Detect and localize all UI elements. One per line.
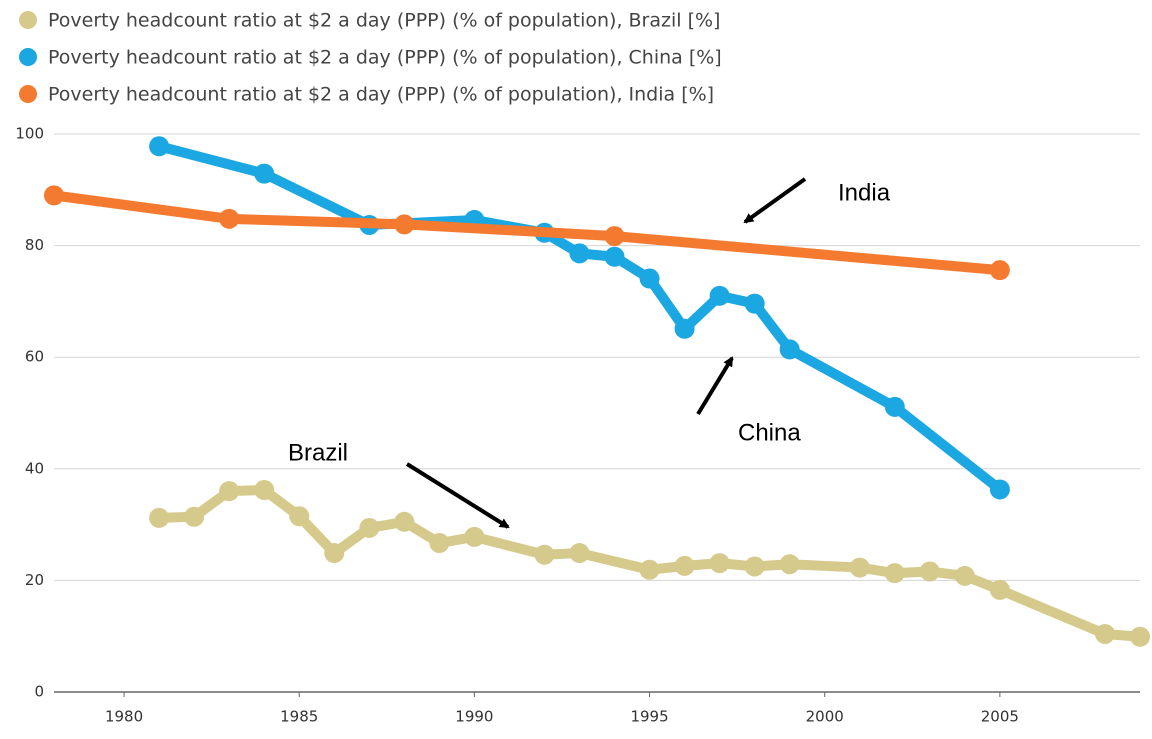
point (604, 246, 625, 267)
point (324, 543, 345, 564)
annotation: Brazil (288, 439, 348, 466)
y-tick-label: 40 (25, 459, 44, 477)
x-tick-label: 1990 (455, 708, 493, 726)
point (149, 136, 170, 157)
y-tick-label: 20 (25, 571, 44, 589)
y-tick-label: 60 (25, 348, 44, 366)
point (639, 268, 660, 289)
point (709, 553, 730, 574)
point (359, 517, 380, 538)
point (779, 554, 800, 575)
point (639, 559, 660, 580)
point (989, 479, 1010, 500)
point (44, 185, 64, 206)
point (394, 214, 415, 235)
point (464, 526, 485, 547)
point (674, 318, 695, 339)
y-tick-label: 80 (25, 236, 44, 254)
point (884, 396, 905, 417)
annotation: China (738, 419, 801, 446)
point (709, 285, 730, 306)
point (429, 533, 450, 554)
point (954, 565, 975, 586)
point (884, 563, 905, 584)
point (394, 511, 415, 532)
point (989, 260, 1010, 281)
legend-label: Poverty headcount ratio at $2 a day (PPP… (48, 47, 722, 69)
point (149, 507, 170, 528)
legend-marker (19, 85, 37, 103)
point (254, 163, 275, 184)
point (569, 243, 590, 264)
series-line (53, 190, 1001, 276)
arrow (743, 177, 807, 224)
x-tick-label: 2005 (981, 708, 1019, 726)
point (604, 226, 625, 247)
point (254, 480, 275, 501)
x-tick-label: 1980 (105, 708, 143, 726)
point (1094, 623, 1115, 644)
x-tick-label: 1985 (280, 708, 318, 726)
legend-label: Poverty headcount ratio at $2 a day (PPP… (48, 84, 714, 106)
y-tick-label: 0 (34, 683, 44, 701)
point (289, 506, 310, 527)
arrow (696, 356, 734, 416)
annotation: India (838, 179, 891, 206)
x-tick-label: 2000 (806, 708, 844, 726)
point (219, 208, 240, 229)
legend-marker (19, 48, 37, 66)
point (184, 506, 205, 527)
point (674, 555, 695, 576)
point (1130, 626, 1150, 647)
point (849, 557, 870, 578)
arrow (405, 462, 510, 529)
point (744, 556, 765, 577)
point (534, 544, 555, 565)
point (569, 543, 590, 564)
legend-marker (19, 11, 37, 29)
point (744, 293, 765, 314)
point (219, 481, 240, 502)
grid: 0 20 40 60 80 100 1980 1985 1990 1995 2000 2005 (15, 125, 1140, 726)
legend-label: Poverty headcount ratio at $2 a day (PPP… (48, 10, 720, 32)
point (989, 579, 1010, 600)
lines (44, 136, 1150, 647)
x-tick-label: 1995 (630, 708, 668, 726)
y-tick-label: 100 (15, 125, 44, 143)
point (779, 339, 800, 360)
point (919, 561, 940, 582)
